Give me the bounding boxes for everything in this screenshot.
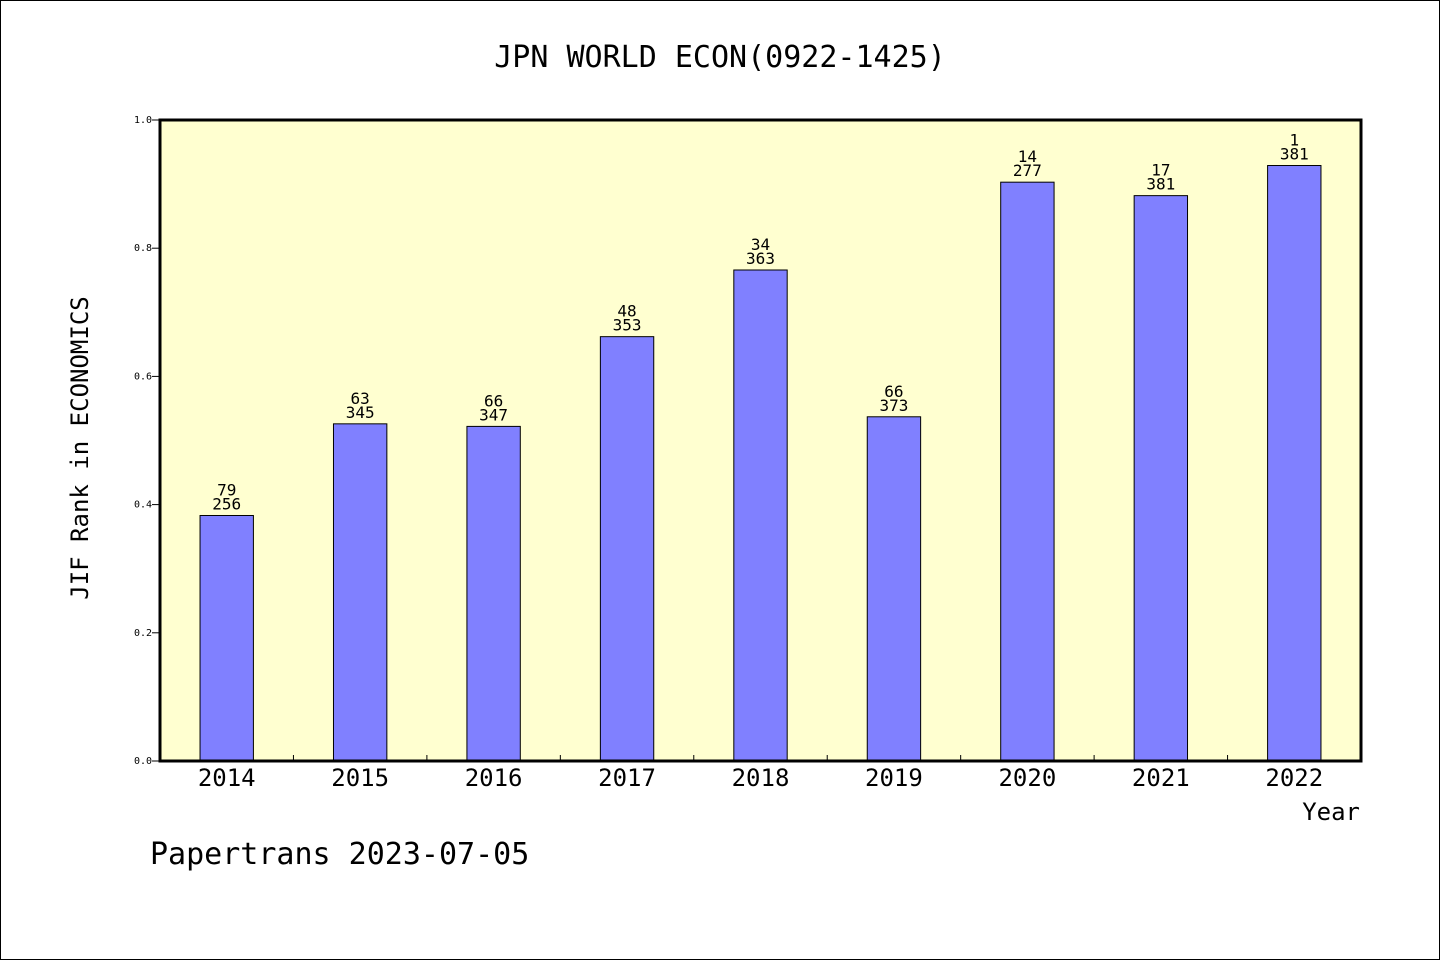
rank-label: 63 [351,389,370,408]
bar-2022 [1267,165,1322,762]
bar-2016 [466,425,521,762]
y-axis-title: JIF Rank in ECONOMICS [66,296,94,599]
rank-label: 34 [751,235,770,254]
y-tick-label: 0.4 [134,500,152,511]
x-tick-label: 2016 [465,764,523,792]
bar-2020 [1000,181,1055,762]
x-tick-label: 2021 [1132,764,1190,792]
rank-label: 66 [884,382,903,401]
total-label: 381 [1280,145,1309,164]
rank-label: 17 [1151,161,1170,180]
x-axis-ticks: 2014 2015 2016 2017 2018 2019 2020 2021 2022 [198,755,1323,792]
bar-2018 [733,269,788,762]
total-label: 345 [346,403,375,422]
total-label: 363 [746,249,775,268]
x-tick-label: 2017 [598,764,656,792]
rank-label: 1 [1289,131,1299,150]
total-label: 381 [1146,175,1175,194]
rank-label: 79 [217,480,236,499]
y-tick-label: 0.8 [134,243,152,254]
bar-2017 [599,336,655,762]
rank-label: 14 [1018,147,1037,166]
total-label: 373 [879,396,908,415]
x-axis-title: Year [1302,798,1360,826]
x-tick-label: 2014 [198,764,256,792]
total-label: 353 [613,316,642,335]
total-label: 277 [1013,161,1042,180]
bar-2015 [332,423,388,762]
x-tick-label: 2019 [865,764,923,792]
y-tick-label: 1.0 [134,115,152,126]
rank-label: 48 [617,302,636,321]
bars-group [199,165,1322,762]
y-axis-ticks: 0.0 0.2 0.4 0.6 0.8 1.0 [134,115,160,767]
bar-2021 [1133,195,1189,762]
y-tick-label: 0.0 [134,756,152,767]
bar-2014 [199,514,254,762]
footer-credit: Papertrans 2023-07-05 [150,837,529,872]
x-tick-label: 2018 [732,764,790,792]
x-tick-label: 2020 [998,764,1056,792]
y-tick-label: 0.6 [134,371,152,382]
x-tick-label: 2015 [331,764,389,792]
rank-label: 66 [484,391,503,410]
y-tick-label: 0.2 [134,628,152,639]
x-tick-label: 2022 [1265,764,1323,792]
plot-border [158,118,1363,763]
total-label: 256 [212,494,241,513]
bar-2019 [866,416,922,762]
total-label: 347 [479,405,508,424]
chart-title: JPN WORLD ECON(0922-1425) [494,40,946,75]
